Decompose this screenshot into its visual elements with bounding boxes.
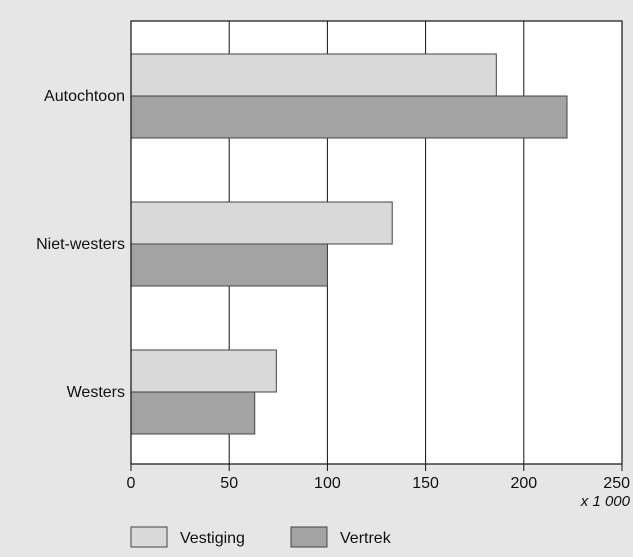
legend-swatch	[130, 526, 168, 548]
bar-vertrek-2	[130, 391, 256, 435]
plot-frame	[130, 20, 623, 465]
bar-vertrek-0	[130, 95, 568, 139]
legend-label: Vertrek	[340, 530, 392, 547]
bars	[130, 53, 568, 435]
bar-vestiging-2	[130, 349, 277, 393]
legend-swatch	[290, 526, 328, 548]
x-tick-label: 150	[412, 475, 439, 492]
x-tick-label: 200	[510, 475, 537, 492]
x-tick-label: 50	[220, 475, 238, 492]
bar-vestiging-0	[130, 53, 497, 97]
category-label: Autochtoon	[44, 88, 125, 105]
legend-label: Vestiging	[180, 530, 245, 547]
category-label: Westers	[67, 384, 125, 401]
bar-vertrek-1	[130, 243, 328, 287]
category-label: Niet-westers	[36, 236, 125, 253]
legend: Vestiging Vertrek	[130, 526, 392, 548]
bar-vestiging-1	[130, 201, 393, 245]
x-tick-label: 0	[127, 475, 136, 492]
x-ticks: 0 50 100 150 200 250	[127, 464, 630, 492]
category-labels: Autochtoon Niet-westers Westers	[36, 88, 125, 401]
x-unit-label: x 1 000	[580, 493, 631, 510]
x-tick-label: 250	[603, 475, 630, 492]
x-tick-label: 100	[314, 475, 341, 492]
